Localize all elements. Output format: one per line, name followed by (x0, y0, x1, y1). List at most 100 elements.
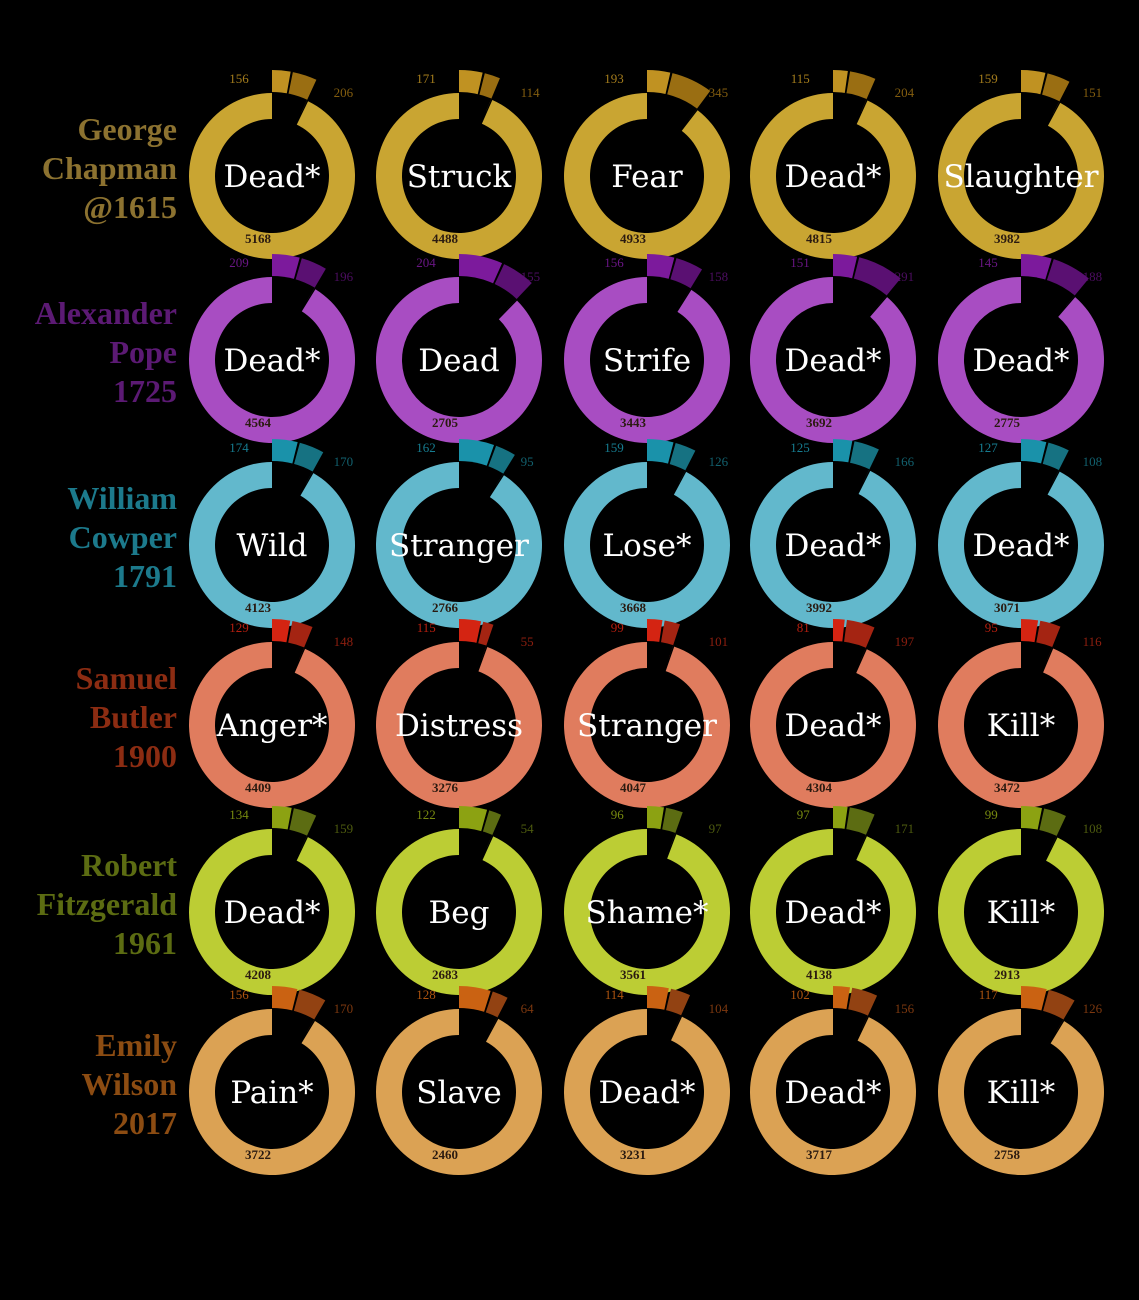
value-a-label: 114 (605, 987, 625, 1002)
value-b-label: 291 (895, 269, 915, 284)
value-a-label: 159 (978, 71, 998, 86)
word-label: Dead* (223, 343, 320, 379)
donut: 204 155 2705 Dead (376, 254, 542, 443)
wedge-gap (1021, 641, 1053, 725)
wedge-gap (1021, 461, 1059, 545)
main-arc (749, 1009, 916, 1175)
word-label: Kill* (987, 708, 1055, 744)
value-main-label: 4564 (245, 415, 272, 430)
main-arc (188, 462, 355, 628)
value-b-label: 188 (1083, 269, 1103, 284)
value-a-label: 174 (229, 440, 249, 455)
main-arc (749, 828, 916, 995)
value-main-label: 3472 (994, 780, 1020, 795)
wedge-gap (272, 276, 315, 360)
value-main-label: 2758 (994, 1147, 1021, 1162)
value-main-label: 3692 (806, 415, 832, 430)
value-b-label: 104 (709, 1001, 729, 1016)
wedge-gap (272, 828, 308, 912)
main-arc (375, 828, 542, 995)
main-arc (938, 642, 1104, 808)
translator-label: 1725 (113, 373, 177, 409)
value-main-label: 3668 (620, 600, 647, 615)
main-arc (937, 462, 1104, 628)
word-label: Wild (237, 528, 308, 564)
wedge-gap (272, 1008, 315, 1092)
value-b-label: 159 (334, 821, 354, 836)
value-b-label: 148 (334, 634, 354, 649)
donut: 96 97 3561 Shame* (564, 806, 730, 995)
wedge-gap (833, 461, 870, 545)
donut: 162 95 2766 Stranger (375, 439, 542, 628)
main-arc (563, 1009, 730, 1175)
donut: 115 55 3276 Distress (375, 619, 542, 808)
word-label: Distress (395, 708, 523, 744)
word-label: Dead* (784, 895, 881, 931)
value-a-label: 95 (985, 620, 998, 635)
wedge-gap (833, 828, 866, 912)
value-b-label: 108 (1083, 821, 1103, 836)
translator-label: 1791 (113, 558, 177, 594)
wedge-gap (1021, 276, 1075, 360)
value-main-label: 4208 (245, 967, 272, 982)
translator-label: Samuel (76, 660, 177, 696)
value-b-label: 204 (895, 85, 915, 100)
wedge-gap (833, 276, 887, 360)
wedge-gap (1021, 828, 1057, 912)
word-label: Slaughter (943, 159, 1098, 195)
donut: 81 197 4304 Dead* (749, 619, 916, 808)
translator-label: Pope (109, 334, 177, 370)
value-main-label: 3231 (620, 1147, 646, 1162)
value-a-label: 204 (416, 255, 436, 270)
main-arc (188, 93, 355, 259)
donut: 156 170 3722 Pain* (188, 986, 355, 1175)
translator-label: Emily (95, 1027, 177, 1063)
translator-label: @1615 (83, 189, 177, 225)
value-a-label: 171 (416, 71, 436, 86)
value-a-label: 97 (797, 807, 811, 822)
translator-label: 1961 (113, 925, 177, 961)
value-main-label: 2460 (432, 1147, 458, 1162)
value-main-label: 4123 (245, 600, 272, 615)
value-main-label: 4933 (620, 231, 647, 246)
value-main-label: 4488 (432, 231, 459, 246)
word-label: Dead (418, 343, 500, 379)
value-main-label: 3071 (994, 600, 1020, 615)
word-label: Beg (429, 895, 490, 931)
wedge-gap (833, 641, 866, 725)
translator-label: William (67, 480, 177, 516)
value-main-label: 4304 (806, 780, 833, 795)
value-b-label: 166 (895, 454, 915, 469)
donut: 193 345 4933 Fear (564, 70, 730, 259)
wedge-gap (459, 641, 487, 725)
value-b-label: 116 (1083, 634, 1103, 649)
wedge-gap (459, 276, 517, 360)
donut: 115 204 4815 Dead* (750, 70, 916, 260)
value-a-label: 156 (229, 71, 249, 86)
value-b-label: 126 (1083, 1001, 1103, 1016)
donut: 156 206 5168 Dead* (188, 70, 355, 259)
wedge-gap (272, 92, 308, 176)
word-label: Strife (603, 343, 691, 379)
main-arc (564, 93, 730, 259)
donut: 156 158 3443 Strife (564, 254, 730, 443)
value-a-label: 102 (790, 987, 810, 1002)
word-label: Stranger (389, 528, 529, 564)
wedge-gap (459, 828, 493, 912)
donut: 99 108 2913 Kill* (938, 806, 1104, 995)
translator-label: Fitzgerald (37, 886, 178, 922)
value-b-label: 114 (521, 85, 541, 100)
main-arc (938, 828, 1104, 995)
donut: 128 64 2460 Slave (375, 986, 542, 1175)
value-a-label: 162 (416, 440, 436, 455)
value-main-label: 3443 (620, 415, 647, 430)
value-a-label: 96 (611, 807, 625, 822)
value-b-label: 345 (709, 85, 729, 100)
word-label: Dead* (784, 528, 881, 564)
word-label: Lose* (602, 528, 691, 564)
main-arc (189, 277, 355, 443)
value-b-label: 206 (334, 85, 354, 100)
